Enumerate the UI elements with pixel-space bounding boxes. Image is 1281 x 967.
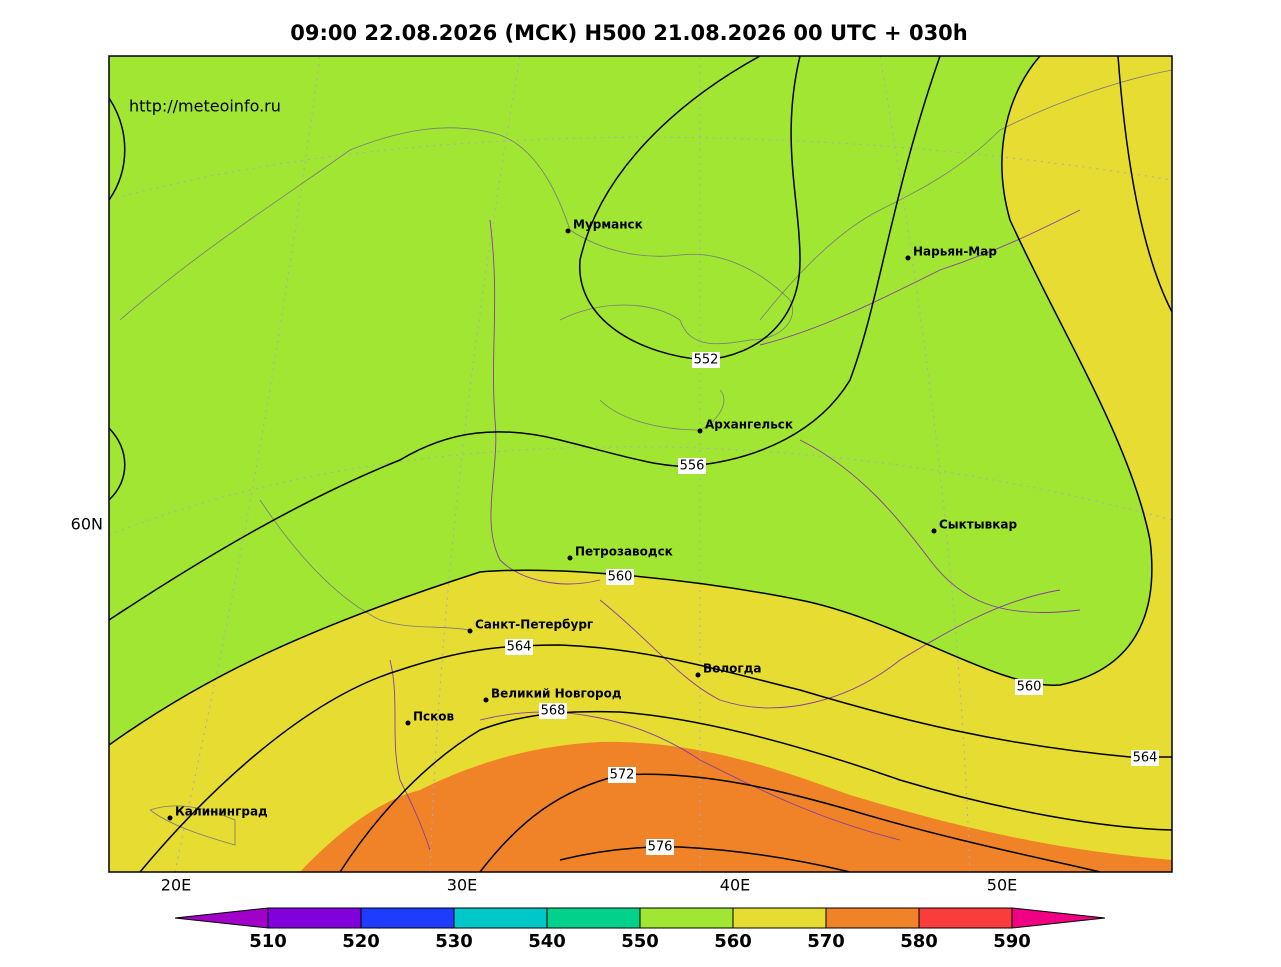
colorbar-tick-label: 530 (435, 931, 473, 952)
city-label: Калининград (175, 805, 268, 819)
city-dot (405, 720, 411, 726)
lat-label: 60N (71, 515, 103, 534)
colorbar-tick-label: 540 (528, 931, 566, 952)
contour-label-bg (1131, 750, 1159, 766)
city-label: Архангельск (705, 418, 793, 432)
colorbar-tick-label: 570 (807, 931, 845, 952)
colorbar-tick-label: 560 (714, 931, 752, 952)
contour-label: 568 (541, 704, 566, 719)
contour-label: 564 (1133, 751, 1158, 766)
contour-label-bg (606, 569, 634, 585)
city-label: Нарьян-Мар (913, 245, 997, 259)
colorbar-extend-high (1011, 907, 1106, 929)
title: 09:00 22.08.2026 (МСК) H500 21.08.2026 0… (290, 21, 968, 45)
contour-label: 572 (610, 768, 635, 783)
colorbar-segment (267, 907, 362, 929)
colorbar-extend-low (174, 907, 269, 929)
colorbar-tick-label: 510 (249, 931, 287, 952)
contour-label-bg (692, 352, 720, 368)
contour-label-bg (608, 767, 636, 783)
map-frame (108, 55, 1173, 873)
city-dot (567, 555, 573, 561)
coastlines (119, 69, 1172, 846)
city-label: Санкт-Петербург (475, 618, 593, 632)
colorbar-segment (453, 907, 548, 929)
colorbar-segment (639, 907, 734, 929)
contour-label: 564 (507, 640, 532, 655)
contour-label: 560 (1017, 680, 1042, 695)
contour-label-bg (539, 703, 567, 719)
contour-label-bg (678, 458, 706, 474)
city-dot (565, 228, 571, 234)
colorbar-tick-label: 580 (900, 931, 938, 952)
colorbar-segment (360, 907, 455, 929)
city-label: Псков (413, 710, 455, 724)
contour-label-bg (505, 639, 533, 655)
city-label: Мурманск (573, 218, 643, 232)
colorbar-segment (825, 907, 920, 929)
colorbar-tick-label: 590 (993, 931, 1031, 952)
lon-label: 20E (161, 876, 191, 895)
city-dot (697, 428, 703, 434)
contour-label-bg (646, 839, 674, 855)
map-area (109, 56, 1172, 872)
city-label: Сыктывкар (939, 518, 1017, 532)
colorbar-tick-label: 550 (621, 931, 659, 952)
lon-label: 40E (720, 876, 750, 895)
field-560 (109, 56, 1172, 872)
lon-label: 50E (987, 876, 1017, 895)
lon-label: 30E (447, 876, 477, 895)
city-dot (695, 672, 701, 678)
city-dot (167, 815, 173, 821)
city-label: Петрозаводск (575, 545, 673, 559)
city-label: Великий Новгород (491, 687, 622, 701)
city-label: Вологда (703, 662, 761, 676)
city-dot (905, 255, 911, 261)
city-dot (931, 528, 937, 534)
city-dot (483, 697, 489, 703)
colorbar-segment (546, 907, 641, 929)
contour-label: 556 (680, 459, 705, 474)
contour-label: 552 (694, 353, 719, 368)
colorbar-tick-label: 520 (342, 931, 380, 952)
contour-label: 576 (648, 840, 673, 855)
colorbar-segment (918, 907, 1013, 929)
contour-label: 560 (608, 570, 633, 585)
city-dot (467, 628, 473, 634)
field-570 (300, 741, 1172, 872)
watermark: http://meteoinfo.ru (129, 97, 281, 116)
colorbar-segment (732, 907, 827, 929)
contour-label-bg (1015, 679, 1043, 695)
